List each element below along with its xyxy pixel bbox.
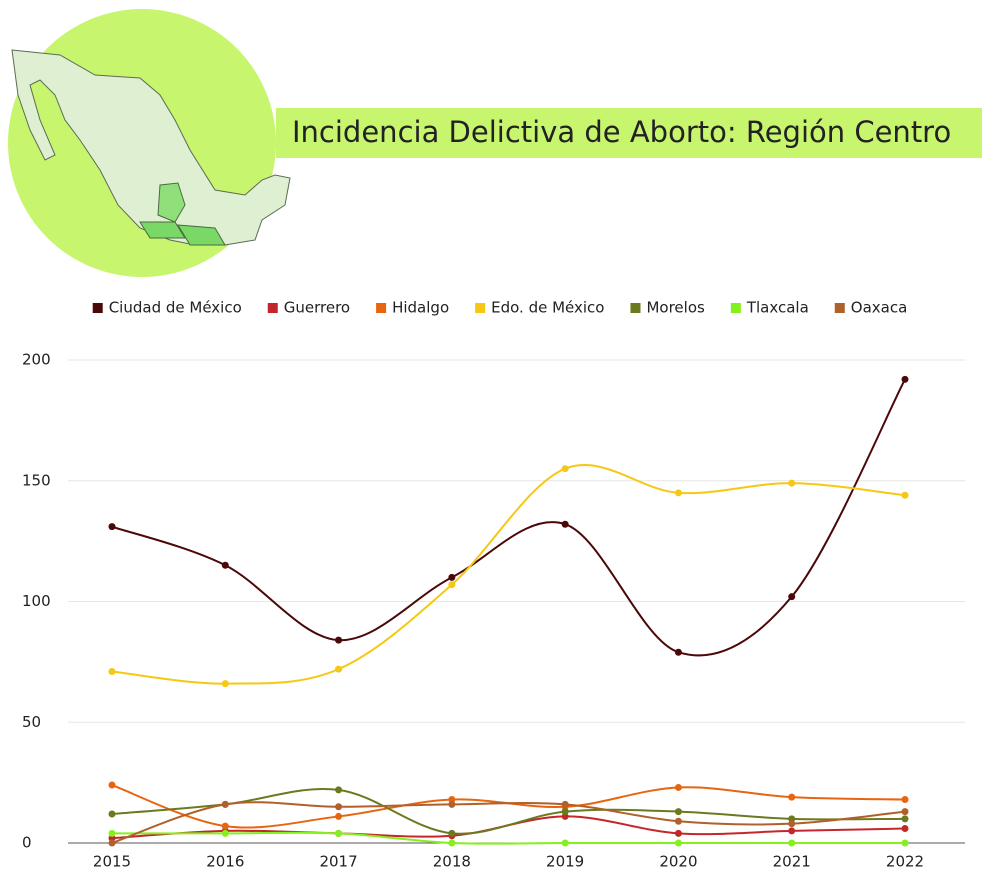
data-point xyxy=(901,796,909,804)
data-point xyxy=(674,817,682,825)
data-point xyxy=(108,781,116,789)
chart-title: Incidencia Delictiva de Aborto: Región C… xyxy=(292,115,951,149)
data-point xyxy=(788,820,796,828)
data-point xyxy=(335,636,343,644)
data-point xyxy=(901,491,909,499)
data-point xyxy=(674,648,682,656)
data-point xyxy=(561,520,569,528)
map-region xyxy=(177,224,226,246)
data-point xyxy=(221,822,229,830)
data-point xyxy=(108,523,116,531)
y-tick-label: 100 xyxy=(22,592,51,610)
data-point xyxy=(221,800,229,808)
header-art xyxy=(8,9,982,277)
data-point xyxy=(221,561,229,569)
data-point xyxy=(561,800,569,808)
title-banner xyxy=(276,108,982,158)
y-tick-label: 200 xyxy=(22,351,51,369)
data-point xyxy=(561,465,569,473)
data-point xyxy=(901,825,909,833)
legend-item: Morelos xyxy=(630,299,705,317)
series-line xyxy=(111,784,906,829)
data-point xyxy=(335,665,343,673)
data-point xyxy=(561,812,569,820)
data-point xyxy=(674,489,682,497)
legend-item: Ciudad de México xyxy=(92,299,242,317)
x-tick-label: 2022 xyxy=(886,853,924,871)
data-point xyxy=(901,375,909,383)
y-tick-label: 0 xyxy=(22,834,32,852)
legend-swatch xyxy=(730,303,741,313)
legend-swatch xyxy=(834,303,845,313)
data-point xyxy=(448,800,456,808)
legend-swatch xyxy=(475,303,486,313)
x-tick-label: 2018 xyxy=(433,853,471,871)
x-tick-label: 2020 xyxy=(659,853,697,871)
legend-label: Hidalgo xyxy=(392,299,449,317)
data-point xyxy=(901,808,909,816)
data-point xyxy=(788,479,796,487)
data-point xyxy=(788,815,796,823)
data-point xyxy=(901,815,909,823)
data-point xyxy=(335,812,343,820)
data-point xyxy=(674,808,682,816)
legend-item: Hidalgo xyxy=(376,299,449,317)
legend-label: Oaxaca xyxy=(851,299,908,317)
data-point xyxy=(448,581,456,589)
map-region xyxy=(139,221,186,239)
data-point xyxy=(448,573,456,581)
data-point xyxy=(335,803,343,811)
data-point xyxy=(108,834,116,842)
legend-swatch xyxy=(267,303,278,313)
data-point xyxy=(448,839,456,847)
legend-item: Oaxaca xyxy=(834,299,908,317)
data-point xyxy=(108,668,116,676)
legend-label: Guerrero xyxy=(284,299,350,317)
y-tick-label: 150 xyxy=(22,471,51,489)
x-tick-label: 2015 xyxy=(93,853,131,871)
y-tick-label: 50 xyxy=(22,713,41,731)
data-point xyxy=(901,839,909,847)
data-point xyxy=(788,793,796,801)
data-point xyxy=(335,829,343,837)
legend-item: Guerrero xyxy=(267,299,350,317)
data-point xyxy=(108,829,116,837)
data-point xyxy=(108,839,116,847)
data-point xyxy=(448,796,456,804)
legend-item: Tlaxcala xyxy=(730,299,809,317)
data-point xyxy=(674,839,682,847)
data-point xyxy=(448,829,456,837)
data-point xyxy=(788,827,796,835)
data-point xyxy=(561,808,569,816)
series-line xyxy=(112,831,905,845)
data-point xyxy=(108,810,116,818)
x-tick-label: 2021 xyxy=(773,853,811,871)
series-line xyxy=(111,801,906,844)
x-tick-label: 2019 xyxy=(546,853,584,871)
series-line xyxy=(111,463,906,685)
legend-label: Morelos xyxy=(646,299,705,317)
legend-label: Edo. de México xyxy=(491,299,604,317)
x-tick-label: 2017 xyxy=(319,853,357,871)
legend-label: Ciudad de México xyxy=(109,299,242,317)
legend-swatch xyxy=(630,303,641,313)
series-line xyxy=(111,378,906,657)
legend-item: Edo. de México xyxy=(475,299,604,317)
legend-swatch xyxy=(376,303,387,313)
legend-swatch xyxy=(92,303,103,313)
data-point xyxy=(221,680,229,688)
data-point xyxy=(221,829,229,837)
data-point xyxy=(335,786,343,794)
data-point xyxy=(561,839,569,847)
data-point xyxy=(788,593,796,601)
data-point xyxy=(674,829,682,837)
map-region xyxy=(157,182,186,223)
legend-label: Tlaxcala xyxy=(746,299,809,317)
data-point xyxy=(674,783,682,791)
x-tick-label: 2016 xyxy=(206,853,244,871)
data-point xyxy=(788,839,796,847)
